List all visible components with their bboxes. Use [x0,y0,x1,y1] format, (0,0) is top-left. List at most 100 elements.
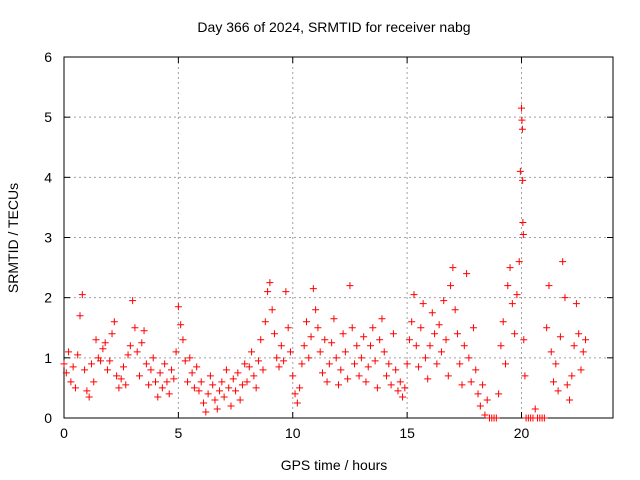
y-tick-label: 3 [44,230,52,246]
data-point [440,297,448,305]
data-point [81,366,89,374]
data-point [211,396,219,404]
data-point [305,354,313,362]
data-point [62,369,70,377]
data-point [179,336,187,344]
data-point [286,348,294,356]
data-point [238,381,246,389]
data-point [188,369,196,377]
data-point [184,378,192,386]
data-point [521,372,529,380]
data-point [369,324,377,332]
data-point [582,336,590,344]
data-point [268,306,276,314]
data-point [266,279,274,287]
data-point [71,384,79,392]
data-point [513,291,521,299]
data-point [232,387,240,395]
data-point [154,393,162,401]
data-point [261,318,269,326]
data-point [87,360,95,368]
data-point [302,318,310,326]
data-point [367,342,375,350]
data-point [346,282,354,290]
data-point [472,366,480,374]
data-point [300,342,308,350]
data-point [550,378,558,386]
data-point [396,378,404,386]
data-point [519,230,527,238]
x-tick-label: 5 [174,425,182,441]
data-point [417,324,425,332]
data-point [328,339,336,347]
data-point [501,360,509,368]
data-point [126,342,134,350]
data-point [314,324,322,332]
data-point [229,375,237,383]
data-point [133,348,141,356]
data-point [106,357,114,365]
data-point [275,363,283,371]
data-point [572,300,580,308]
data-point [332,354,340,362]
data-point [152,378,159,386]
data-point [467,378,475,386]
data-point [348,324,356,332]
data-point [330,315,338,323]
data-point [518,116,526,124]
data-point [431,330,439,338]
data-point [216,387,224,395]
data-point [321,336,329,344]
data-point [469,324,477,332]
data-point [499,318,507,326]
data-point [435,321,443,329]
data-point [206,372,214,380]
data-point [60,360,68,368]
data-point [428,309,436,317]
data-point [577,366,585,374]
data-point [519,218,527,226]
data-point [556,333,564,341]
data-point [410,291,418,299]
data-point [264,288,272,296]
data-point [421,354,429,362]
data-point [554,387,562,395]
data-point [419,300,427,308]
data-point [511,330,519,338]
data-point [257,336,265,344]
data-point [437,348,445,356]
data-point [170,375,178,383]
data-point [563,381,571,389]
data-point [518,125,526,133]
data-point [293,399,301,407]
data-point [115,384,123,392]
data-point [186,354,194,362]
data-point [449,264,457,272]
x-tick-label: 15 [399,425,415,441]
data-point [415,363,423,371]
data-point [351,360,359,368]
data-point [147,366,155,374]
data-point [483,396,491,404]
data-point [373,384,381,392]
data-point [376,336,384,344]
data-point [76,312,84,320]
data-point [252,384,260,392]
data-point [540,414,548,422]
data-point [122,381,130,389]
data-point [559,258,567,266]
data-point [547,348,555,356]
data-point [309,285,317,293]
data-point [65,348,73,356]
data-point [131,324,139,332]
y-tick-label: 1 [44,350,52,366]
data-point [250,372,258,380]
data-point [355,372,363,380]
data-point [465,354,473,362]
data-point [209,381,217,389]
data-point [360,333,368,341]
data-point [218,378,226,386]
data-point [234,369,242,377]
data-point [515,258,523,266]
